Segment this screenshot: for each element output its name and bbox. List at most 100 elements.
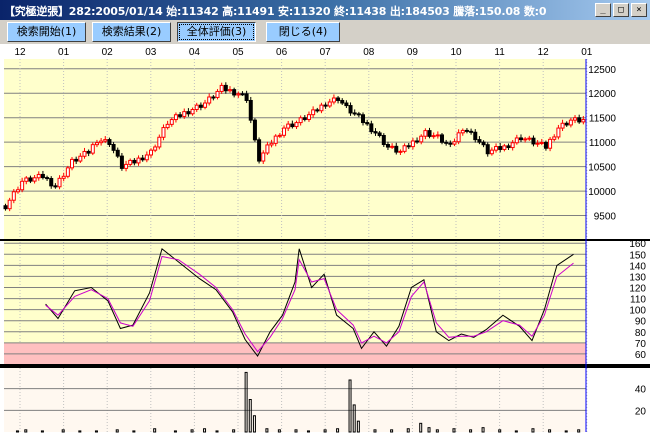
oscillator-tick-label: 140 — [629, 261, 646, 272]
volume-bar — [115, 429, 119, 433]
price-tick-label: 11000 — [589, 138, 617, 149]
volume-bar — [15, 430, 19, 433]
candle-body — [448, 142, 453, 145]
candle-body — [390, 145, 395, 148]
candle-body — [232, 89, 237, 96]
candle-body — [294, 122, 299, 128]
candle-body — [473, 131, 478, 141]
candle-body — [136, 157, 141, 164]
close-dialog-button[interactable]: 閉じる(4) — [266, 22, 340, 42]
candle-body — [211, 96, 216, 99]
candle-body — [28, 177, 33, 182]
candle-body — [257, 139, 262, 162]
candle-body — [24, 177, 29, 182]
candle-body — [543, 141, 548, 149]
candle-body — [469, 130, 474, 133]
candle-body — [119, 155, 124, 169]
candle-body — [564, 122, 569, 126]
candle-body — [573, 117, 578, 121]
candle-body — [261, 152, 266, 162]
candle-body — [518, 137, 523, 141]
volume-bar — [323, 429, 327, 433]
candle-body — [36, 173, 41, 179]
candle-body — [194, 104, 199, 110]
candle-body — [460, 129, 465, 134]
candle-body — [402, 145, 407, 152]
candle-body — [227, 89, 232, 92]
volume-bar — [78, 430, 82, 433]
oscillator-tick-label: 80 — [635, 328, 647, 339]
candle-body — [57, 177, 62, 188]
month-label: 05 — [232, 47, 244, 58]
volume-bar — [232, 429, 236, 433]
volume-bar — [390, 429, 394, 433]
candle-body — [115, 149, 120, 157]
candle-body — [340, 99, 345, 104]
price-tick-label: 9500 — [594, 212, 617, 223]
search-start-button[interactable]: 検索開始(1) — [7, 22, 86, 42]
minimize-button[interactable]: _ — [595, 3, 611, 17]
oscillator-tick-label: 60 — [635, 350, 647, 361]
candle-body — [140, 157, 145, 161]
candle-body — [498, 146, 503, 150]
candle-body — [236, 93, 241, 96]
oscillator-tick-label: 100 — [629, 306, 646, 317]
candle-body — [489, 149, 494, 155]
candle-body — [273, 135, 278, 144]
volume-bar — [61, 429, 65, 433]
volume-bar — [153, 428, 157, 433]
candle-body — [53, 185, 58, 188]
candle-body — [477, 139, 482, 143]
candle-body — [385, 144, 390, 148]
candle-body — [82, 150, 87, 157]
candle-body — [157, 136, 162, 148]
maximize-button[interactable]: □ — [613, 3, 629, 17]
candle-body — [107, 139, 112, 146]
candle-body — [223, 84, 228, 92]
candle-body — [323, 104, 328, 107]
candle-body — [381, 135, 386, 146]
volume-bar — [24, 429, 28, 433]
candle-body — [153, 146, 158, 151]
volume-bar — [498, 429, 502, 433]
candle-body — [560, 122, 565, 129]
volume-bar — [435, 429, 439, 433]
overall-eval-button[interactable]: 全体評価(3) — [177, 22, 256, 42]
candle-body — [61, 175, 66, 179]
candle-body — [240, 93, 245, 96]
month-label: 10 — [450, 47, 462, 58]
oscillator-tick-label: 150 — [629, 250, 646, 261]
month-label: 08 — [363, 47, 375, 58]
candle-body — [302, 117, 307, 120]
window-title: 【究極逆張】282:2005/01/14 始:11342 高:11491 安:1… — [4, 5, 547, 18]
candle-body — [111, 144, 116, 151]
month-label: 01 — [58, 47, 70, 58]
toolbar: 検索開始(1) 検索結果(2) 全体評価(3) 閉じる(4) — [0, 20, 650, 44]
candle-body — [190, 108, 195, 115]
candle-body — [539, 141, 544, 144]
candle-body — [149, 149, 153, 156]
volume-bar — [427, 427, 431, 433]
volume-bar — [452, 428, 456, 433]
candle-body — [173, 114, 178, 121]
month-label: 03 — [145, 47, 157, 58]
month-label: 06 — [276, 47, 288, 58]
candle-body — [514, 137, 519, 144]
month-label: 07 — [320, 47, 332, 58]
candle-body — [419, 135, 424, 143]
volume-bar — [132, 430, 136, 433]
candle-body — [423, 130, 428, 137]
close-button[interactable]: × — [631, 3, 647, 17]
candle-body — [124, 163, 129, 169]
candle-body — [161, 127, 166, 138]
candle-body — [207, 96, 212, 104]
candle-body — [344, 102, 349, 107]
candle-body — [165, 123, 170, 129]
candle-body — [11, 191, 16, 201]
candle-body — [282, 127, 287, 136]
candle-body — [3, 205, 8, 210]
search-result-button[interactable]: 検索結果(2) — [92, 22, 171, 42]
candle-body — [315, 109, 320, 112]
candle-body — [182, 111, 187, 117]
